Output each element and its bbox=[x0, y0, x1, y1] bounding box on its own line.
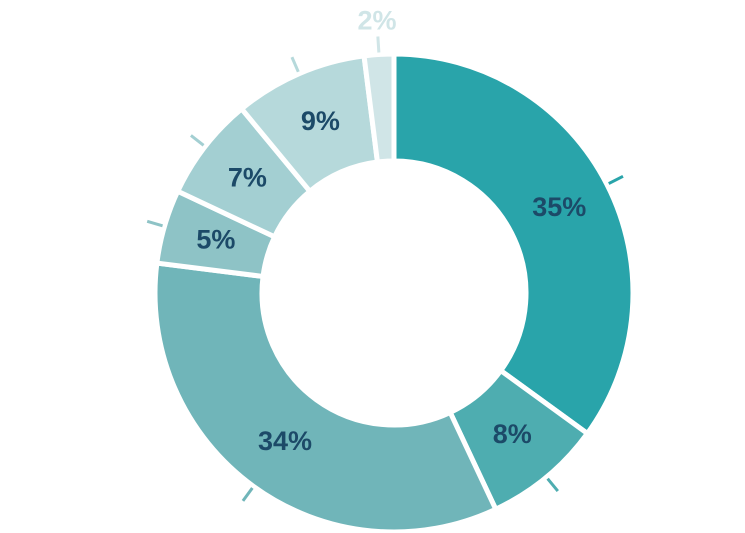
slice-tick bbox=[146, 219, 163, 228]
slice-tick bbox=[241, 487, 254, 502]
value-label: 2% bbox=[357, 6, 396, 36]
value-label: 7% bbox=[228, 162, 267, 192]
donut-slice bbox=[391, 51, 636, 437]
value-label: 35% bbox=[532, 192, 586, 222]
donut-slice bbox=[361, 51, 397, 165]
value-label: 5% bbox=[196, 224, 235, 254]
slice-tick bbox=[190, 134, 205, 147]
slice-tick bbox=[290, 56, 300, 73]
slice-tick bbox=[376, 36, 381, 53]
slice-tick bbox=[608, 174, 624, 185]
value-label: 9% bbox=[301, 106, 340, 136]
value-label: 8% bbox=[493, 419, 532, 449]
value-label: 34% bbox=[258, 426, 312, 456]
slice-tick bbox=[546, 477, 559, 492]
donut-slice bbox=[152, 260, 500, 533]
